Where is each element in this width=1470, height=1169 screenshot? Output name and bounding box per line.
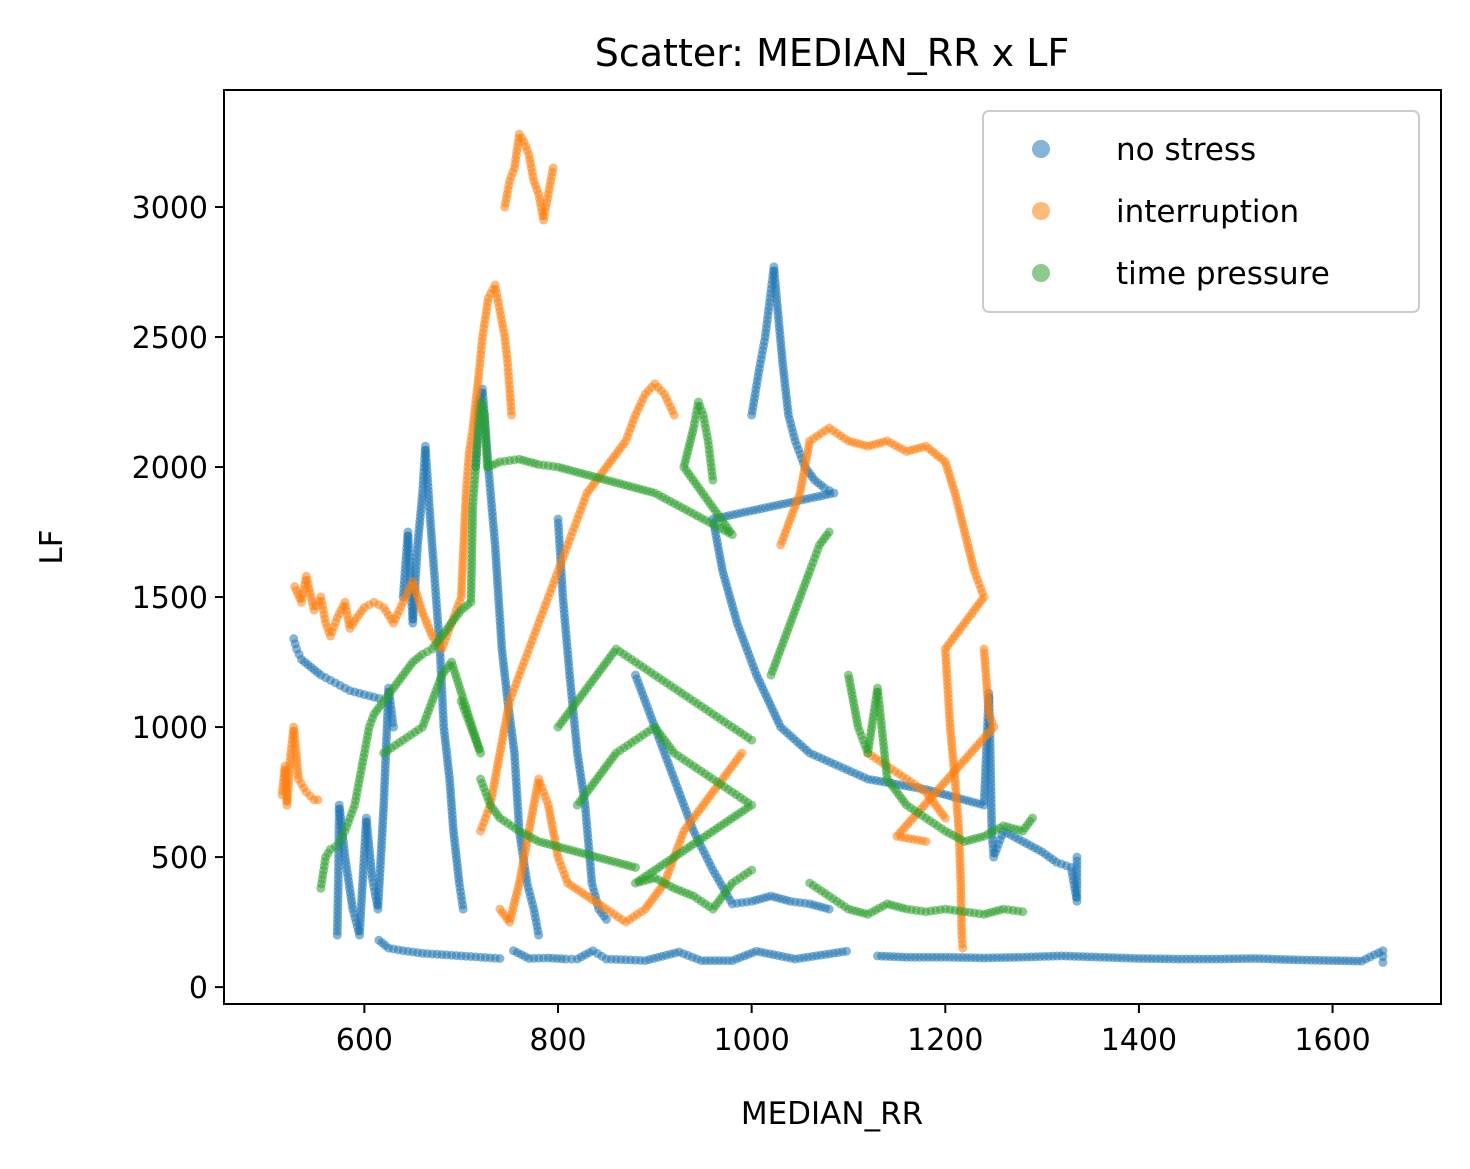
data-point <box>824 904 834 914</box>
plot-area <box>277 129 1388 967</box>
legend-marker <box>1032 202 1050 220</box>
data-point <box>458 904 468 914</box>
y-tick-label: 2000 <box>132 451 208 486</box>
y-tick-label: 3000 <box>132 191 208 226</box>
data-point <box>737 748 747 758</box>
data-point <box>534 930 544 940</box>
axes: 600 800 1000 1200 1400 1600 0 500 1000 1500 2000 25… <box>132 89 1442 1058</box>
marks-layer <box>277 129 1388 967</box>
x-tick-label: 800 <box>529 1023 586 1058</box>
data-point <box>601 914 611 924</box>
y-tick-label: 2500 <box>132 321 208 356</box>
data-point <box>669 410 679 420</box>
data-point <box>548 163 558 173</box>
chart-title: Scatter: MEDIAN_RR x LF <box>595 31 1069 75</box>
data-point <box>495 953 505 963</box>
x-tick-label: 1400 <box>1101 1023 1177 1058</box>
data-point <box>1027 813 1037 823</box>
data-point <box>747 865 757 875</box>
data-point <box>388 722 398 732</box>
legend-marker <box>1032 264 1050 282</box>
legend-box <box>982 110 1420 313</box>
data-point <box>1018 907 1028 917</box>
y-tick-label: 1500 <box>132 581 208 616</box>
x-tick-label: 1000 <box>713 1023 789 1058</box>
data-point <box>379 748 389 758</box>
y-tick-label: 1000 <box>132 711 208 746</box>
data-point <box>940 813 950 823</box>
y-axis-label: LF <box>34 529 70 564</box>
data-point <box>507 410 517 420</box>
x-axis-label: MEDIAN_RR <box>741 1096 923 1132</box>
data-point <box>921 836 931 846</box>
data-point <box>708 475 718 485</box>
data-point <box>313 795 323 805</box>
legend-label: no stress <box>1116 132 1256 168</box>
data-point <box>842 946 852 956</box>
series-time-pressure <box>316 397 1037 919</box>
legend: no stress interruption time pressure <box>982 110 1420 313</box>
x-tick-label: 1600 <box>1294 1023 1370 1058</box>
y-tick-label: 500 <box>151 841 208 876</box>
x-tick-label: 600 <box>336 1023 393 1058</box>
data-point <box>630 862 640 872</box>
data-point <box>824 527 834 537</box>
data-point <box>958 943 968 953</box>
legend-label: interruption <box>1116 194 1299 230</box>
data-point <box>1072 852 1082 862</box>
x-tick-label: 1200 <box>907 1023 983 1058</box>
plot-frame <box>223 89 1442 1005</box>
data-point <box>1378 957 1388 967</box>
y-tick-label: 0 <box>189 971 208 1006</box>
legend-label: time pressure <box>1116 256 1330 292</box>
legend-marker <box>1032 140 1050 158</box>
data-point <box>747 735 757 745</box>
